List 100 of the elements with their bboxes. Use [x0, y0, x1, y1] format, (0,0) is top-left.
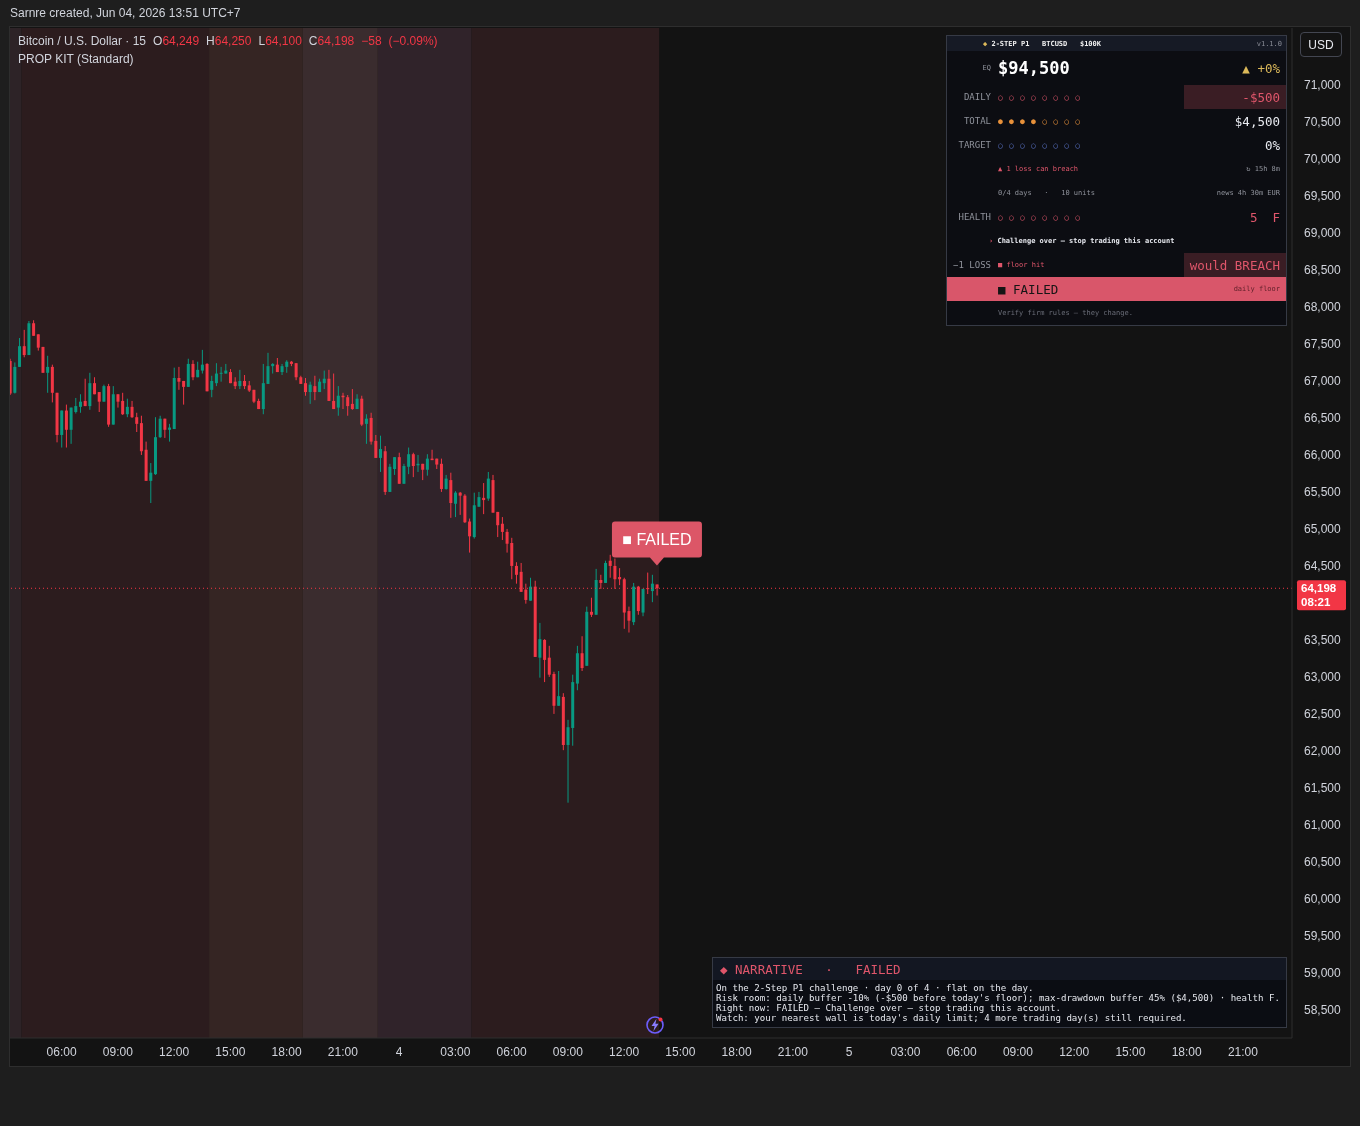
x-tick-label: 21:00 [777, 1044, 809, 1059]
annotation: HEALTH [957, 211, 992, 224]
x-tick-label: 21:00 [327, 1044, 359, 1059]
annotation: -$500 [1184, 85, 1286, 109]
candlestick [454, 490, 458, 518]
candlestick [69, 407, 73, 445]
ref-line-label: 64,198 [1301, 582, 1337, 595]
candlestick [210, 375, 214, 398]
y-tick-label: 63,000 [1304, 670, 1342, 685]
y-tick-label: 65,500 [1304, 485, 1342, 500]
candlestick [177, 366, 181, 391]
x-tick-label: 15:00 [1115, 1044, 1146, 1059]
y-tick-label: 67,500 [1304, 337, 1342, 352]
y-tick-label: 59,000 [1304, 966, 1342, 981]
y-tick-label: 60,500 [1304, 855, 1342, 870]
x-tick-label: 5 [845, 1044, 853, 1059]
candlestick [46, 355, 50, 394]
candlestick [402, 463, 406, 485]
candlestick [158, 415, 162, 439]
y-tick-label: 71,000 [1304, 78, 1342, 93]
x-tick-label: 18:00 [721, 1044, 752, 1059]
candlestick [350, 388, 354, 411]
candlestick [500, 516, 504, 541]
y-tick-label: 69,500 [1304, 189, 1342, 204]
y-tick-label: 68,000 [1304, 300, 1342, 315]
candlestick [346, 394, 350, 417]
text: PROP KIT (Standard) [18, 52, 134, 66]
candlestick [641, 588, 645, 617]
y-tick-label: 68,500 [1304, 263, 1342, 278]
x-tick-label: 06:00 [46, 1044, 77, 1059]
y-tick-label: 62,000 [1304, 744, 1342, 759]
candlestick [78, 393, 82, 414]
x-tick-label: 18:00 [1171, 1044, 1203, 1059]
candlestick [135, 412, 139, 433]
candlestick [468, 518, 472, 554]
annotation: TARGET [957, 139, 992, 152]
x-tick-label: 4 [395, 1044, 403, 1059]
candlestick [538, 622, 542, 679]
x-tick-label: 09:00 [102, 1044, 134, 1059]
y-tick-label: 61,500 [1304, 781, 1342, 796]
y-tick-label: 58,500 [1304, 1003, 1342, 1018]
annotation: TOTAL [962, 115, 992, 128]
candlestick [308, 381, 312, 405]
candlestick [458, 491, 462, 516]
x-tick-label: 18:00 [271, 1044, 302, 1059]
candlestick [543, 638, 547, 683]
y-tick-label: 63,500 [1304, 633, 1342, 648]
candlestick [580, 635, 584, 672]
candlestick [149, 462, 153, 504]
annotation: ○ ○ ○ ○ ○ ○ ○ ○ [998, 140, 1081, 150]
text: Bitcoin / U.S. Dollar · 15 [18, 34, 147, 48]
y-tick-label: 65,000 [1304, 522, 1342, 537]
annotation: would BREACH [1184, 253, 1286, 277]
text: USD [1300, 32, 1342, 57]
candlestick [411, 452, 415, 478]
text: 08:21 [1301, 596, 1332, 609]
candlestick [22, 329, 26, 358]
candlestick [313, 375, 317, 401]
annotation: −1 LOSS [952, 259, 992, 272]
candlestick [327, 369, 331, 402]
y-tick-label: 59,500 [1304, 929, 1342, 944]
annotation: On the 2-Step P1 challenge · day 0 of 4 · flat on the day. [716, 983, 1035, 993]
annotation: DAILY [962, 91, 992, 104]
annotation: ● ● ● ● ○ ○ ○ ○ [998, 116, 1081, 126]
y-tick-label: 60,000 [1304, 892, 1342, 907]
y-tick-label: 66,500 [1304, 411, 1342, 426]
annotation: Risk room: daily buffer -10% (-$500 before today's floor); max-drawdown buffer 45% ($4,500) · health F. [716, 993, 1281, 1003]
candlestick [214, 362, 218, 387]
candlestick [83, 378, 87, 407]
candlestick [604, 560, 608, 584]
x-tick-label: 15:00 [665, 1044, 696, 1059]
text: Sarnre created, Jun 04, 2026 13:51 UTC+7 [10, 6, 241, 20]
y-tick-label: 66,000 [1304, 448, 1342, 463]
annotation: Watch: your nearest wall is today's daily limit; 4 more trading day(s) still required. [716, 1013, 1188, 1023]
candlestick [18, 337, 22, 368]
candlestick [449, 472, 453, 519]
candlestick [514, 561, 518, 585]
candlestick [97, 391, 101, 413]
candlestick [650, 574, 654, 603]
candlestick [425, 453, 429, 477]
x-tick-label: 03:00 [890, 1044, 921, 1059]
x-tick-label: 12:00 [609, 1044, 640, 1059]
y-tick-label: 70,000 [1304, 152, 1342, 167]
candlestick [486, 471, 490, 502]
x-tick-label: 03:00 [440, 1044, 471, 1059]
candlestick [125, 398, 129, 418]
annotation: $94,500 [998, 58, 1070, 78]
x-tick-label: 09:00 [552, 1044, 584, 1059]
x-tick-label: 06:00 [946, 1044, 977, 1059]
candlestick [529, 577, 533, 602]
annotation: ▲ +0% [1241, 59, 1281, 78]
candlestick [121, 392, 125, 416]
x-tick-label: 12:00 [1059, 1044, 1090, 1059]
x-tick-label: 15:00 [215, 1044, 246, 1059]
candlestick [88, 372, 92, 411]
x-tick-label: 09:00 [1002, 1044, 1034, 1059]
x-tick-label: 06:00 [496, 1044, 527, 1059]
y-tick-label: 64,500 [1304, 559, 1342, 574]
candlestick [589, 597, 593, 618]
candlestick [200, 349, 204, 375]
